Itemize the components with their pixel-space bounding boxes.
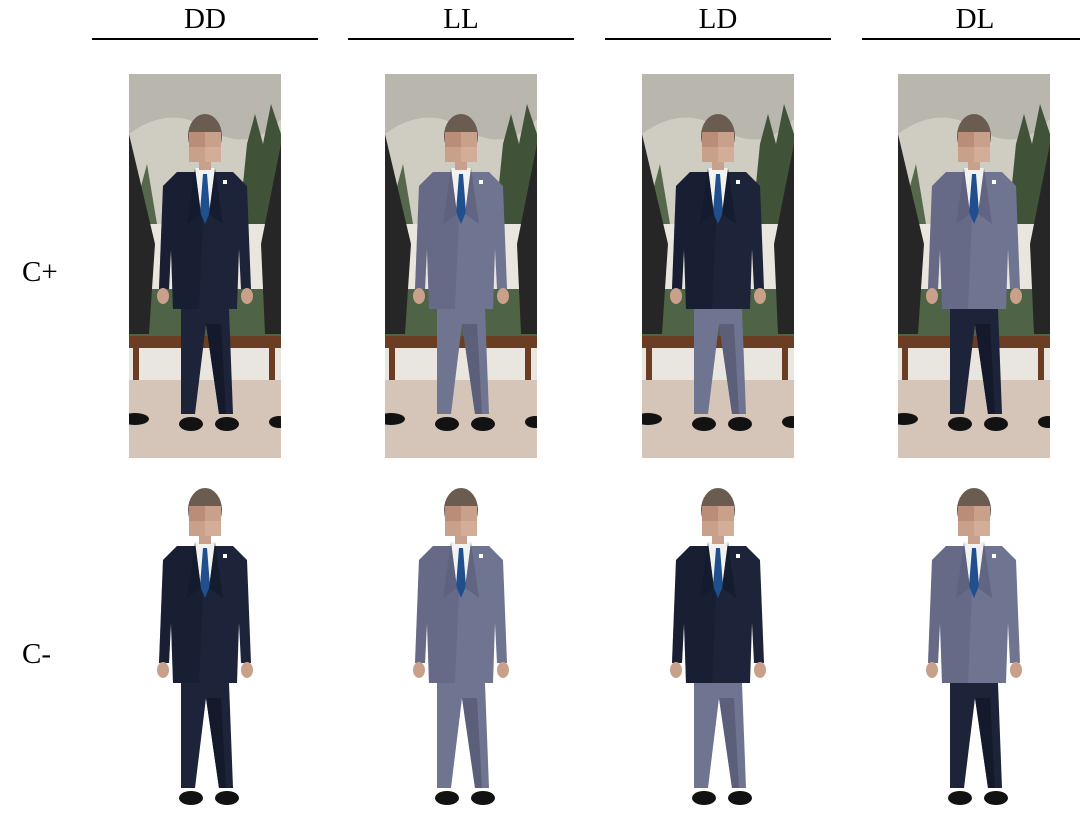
photo-context-dl [898, 74, 1050, 458]
photo-isolated-dl [898, 448, 1050, 832]
photo-isolated-dd [129, 448, 281, 832]
photo-context-ll [385, 74, 537, 458]
person-figure [642, 448, 794, 832]
person-figure [129, 448, 281, 832]
person-figure [129, 74, 281, 458]
photo-context-ld [642, 74, 794, 458]
person-figure [898, 74, 1050, 458]
column-header-ld: LD [605, 0, 831, 40]
column-header-dl: DL [862, 0, 1080, 40]
photo-context-dd [129, 74, 281, 458]
column-header-dd: DD [92, 0, 318, 40]
row-label-c-minus: C- [22, 638, 51, 670]
person-figure [642, 74, 794, 458]
photo-isolated-ll [385, 448, 537, 832]
person-figure [385, 74, 537, 458]
column-header-ll: LL [348, 0, 574, 40]
person-figure [385, 448, 537, 832]
row-label-c-plus: C+ [22, 256, 58, 288]
photo-isolated-ld [642, 448, 794, 832]
person-figure [898, 448, 1050, 832]
